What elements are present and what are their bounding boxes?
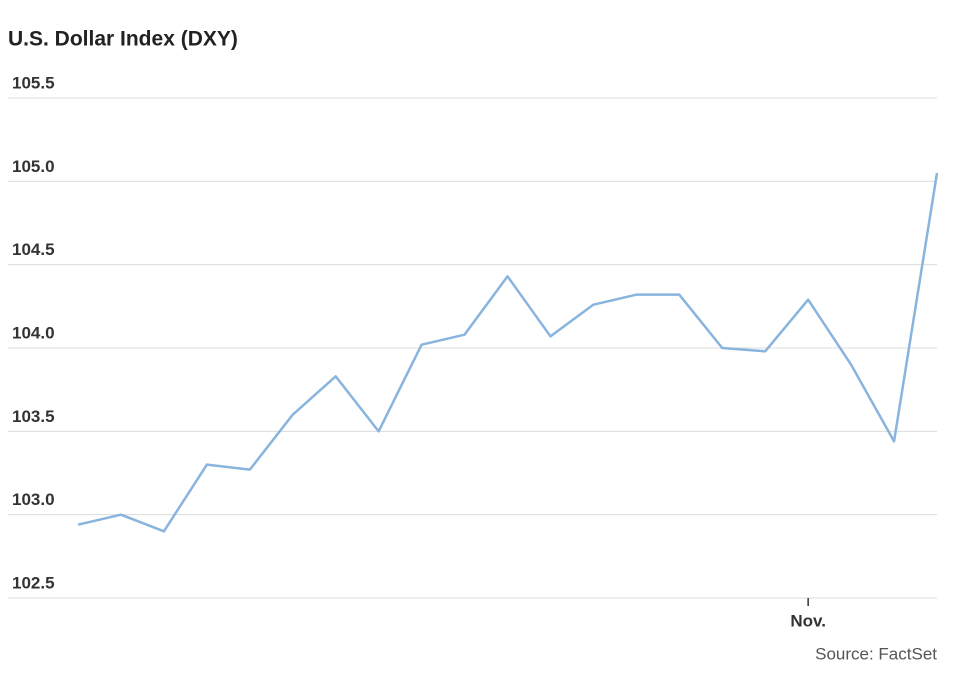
y-tick-label: 105.0 xyxy=(12,157,55,176)
source-note: Source: FactSet xyxy=(815,644,937,663)
y-tick-label: 102.5 xyxy=(12,573,55,592)
y-tick-label: 103.0 xyxy=(12,490,55,509)
y-tick-label: 103.5 xyxy=(12,407,55,426)
line-series xyxy=(77,172,939,533)
y-tick-label: 104.0 xyxy=(12,323,55,342)
x-tick-label: Nov. xyxy=(790,611,826,630)
y-tick-label: 104.5 xyxy=(12,240,55,259)
y-tick-label: 105.5 xyxy=(12,73,55,92)
chart-title: U.S. Dollar Index (DXY) xyxy=(8,28,238,51)
